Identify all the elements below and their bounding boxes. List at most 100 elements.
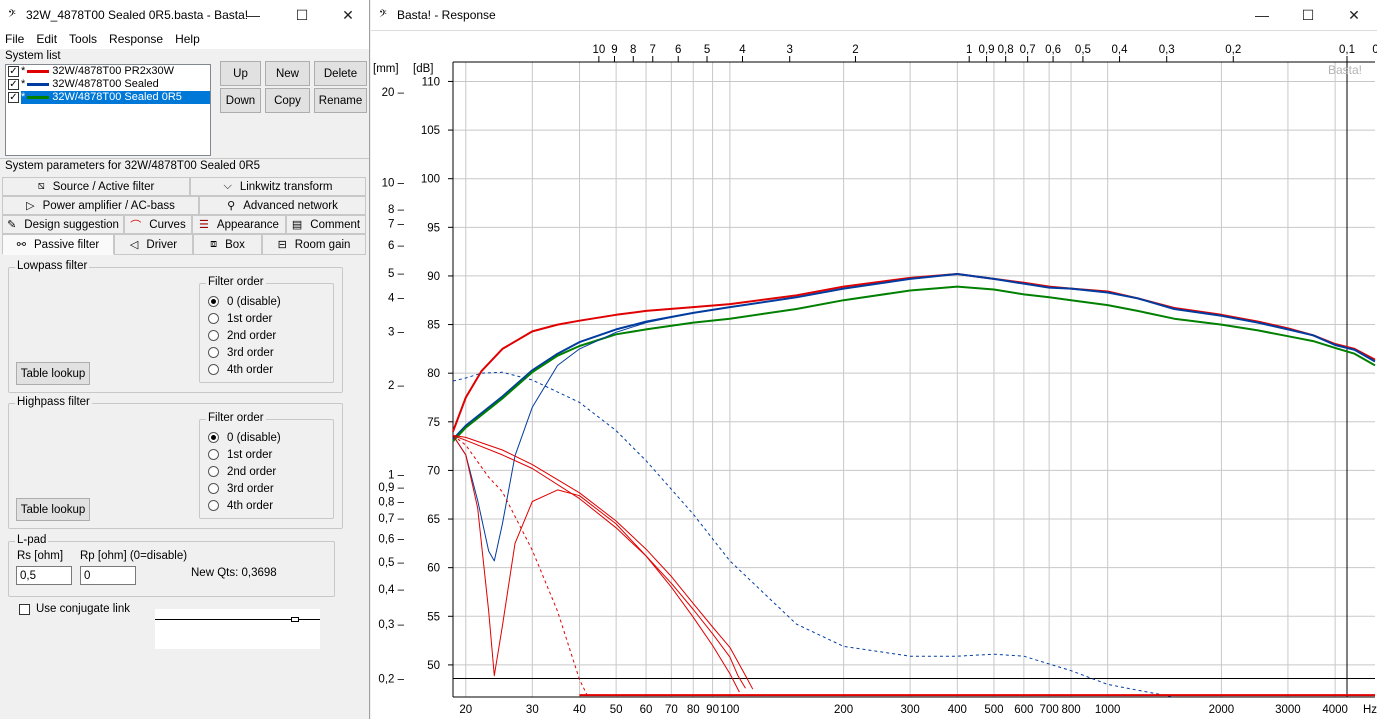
response-maximize-button[interactable]: ☐ (1301, 6, 1315, 23)
highpass-order-group: Filter order 0 (disable) 1st order 2nd o… (199, 412, 334, 519)
system-list[interactable]: ✓ * 32W/4878T00 PR2x30W ✓ * 32W/4878T00 … (5, 64, 211, 156)
mm-tick-label: 6 – (388, 240, 405, 252)
hz-tick-label: 700 (1040, 704, 1059, 716)
app-logo-icon: 𝄢 (8, 7, 16, 22)
highpass-order-2[interactable]: 2nd order (208, 463, 281, 480)
series-line-1 (452, 273, 1376, 440)
top-tick-label: 0,7 (1020, 44, 1036, 56)
tab-box[interactable]: ⧈ Box (193, 234, 262, 255)
tab-design-suggestion[interactable]: ✎ Design suggestion (2, 215, 124, 234)
response-close-button[interactable]: ✕ (1348, 6, 1360, 23)
mm-tick-label: 5 – (388, 268, 405, 280)
menu-tools[interactable]: Tools (69, 32, 98, 46)
new-button[interactable]: New (265, 61, 310, 86)
rp-label: Rp [ohm] (0=disable) (80, 550, 188, 562)
minimize-button[interactable]: — (246, 7, 260, 23)
lowpass-title: Lowpass filter (15, 260, 90, 272)
mm-tick-label: 3 – (388, 326, 405, 338)
conjugate-link-slider[interactable] (155, 609, 320, 649)
highpass-table-lookup-button[interactable]: Table lookup (16, 498, 90, 521)
system-checkbox[interactable]: ✓ (8, 92, 19, 103)
menu-bar: File Edit Tools Response Help (0, 29, 369, 49)
lowpass-order-2[interactable]: 2nd order (208, 327, 281, 344)
tab-advanced-network[interactable]: ⚲ Advanced network (199, 196, 366, 215)
maximize-button[interactable]: ☐ (295, 6, 309, 23)
system-list-item[interactable]: ✓ * 32W/4878T00 Sealed (8, 78, 159, 90)
system-list-label: System list (5, 50, 61, 62)
menu-file[interactable]: File (5, 32, 25, 46)
room-icon: ⊟ (277, 239, 287, 251)
lowpass-order-4[interactable]: 4th order (208, 361, 281, 378)
db-tick-label: 105 (421, 125, 440, 137)
series-line-8 (452, 435, 588, 697)
lpad-group: L-pad Rs [ohm] Rp [ohm] (0=disable) 0,5 … (8, 534, 335, 597)
rs-label: Rs [ohm] (17, 550, 64, 562)
plot-background (453, 62, 1375, 697)
main-titlebar: 𝄢 32W_4878T00 Sealed 0R5.basta - Basta! (0, 0, 369, 30)
top-tick-label: 0,1 (1339, 44, 1355, 56)
delete-button[interactable]: Delete (314, 61, 367, 86)
highpass-order-3[interactable]: 3rd order (208, 480, 281, 497)
tab-passive-filter[interactable]: ⚯ Passive filter (2, 234, 114, 255)
hz-tick-label: 300 (901, 704, 920, 716)
conjugate-link-checkbox[interactable]: Use conjugate link (19, 603, 130, 615)
hz-tick-label: 70 (665, 704, 678, 716)
tab-room-gain[interactable]: ⊟ Room gain (262, 234, 366, 255)
menu-response[interactable]: Response (109, 32, 164, 46)
new-qts-label: New Qts: 0,3698 (191, 567, 277, 579)
series-swatch-blue (27, 83, 50, 86)
system-checkbox[interactable]: ✓ (8, 79, 19, 90)
hz-unit-label: Hz (1363, 704, 1377, 716)
chart-series (452, 273, 1376, 698)
db-tick-label: 100 (421, 174, 440, 186)
highpass-order-0[interactable]: 0 (disable) (208, 429, 281, 446)
close-button[interactable]: ✕ (342, 6, 354, 23)
tab-appearance[interactable]: ☰ Appearance (192, 215, 286, 234)
db-tick-label: 70 (427, 465, 440, 477)
top-tick-label: 4 (739, 44, 746, 56)
system-list-item-selected[interactable]: ✓ * 32W/4878T00 Sealed 0R5 (6, 91, 210, 104)
rp-input[interactable]: 0 (80, 566, 136, 585)
lowpass-order-1[interactable]: 1st order (208, 310, 281, 327)
menu-edit[interactable]: Edit (36, 32, 58, 46)
tab-comment[interactable]: ▤ Comment (286, 215, 366, 234)
tab-power-amplifier[interactable]: ▷ Power amplifier / AC-bass (2, 196, 199, 215)
db-tick-label: 90 (427, 271, 440, 283)
down-button[interactable]: Down (220, 88, 261, 113)
lowpass-order-3[interactable]: 3rd order (208, 344, 281, 361)
mm-tick-label: 7 – (388, 218, 405, 230)
highpass-order-4[interactable]: 4th order (208, 497, 281, 514)
up-button[interactable]: Up (220, 61, 261, 86)
highpass-group: Highpass filter Filter order 0 (disable)… (8, 396, 343, 529)
copy-button[interactable]: Copy (265, 88, 310, 113)
tab-source-active-filter[interactable]: ⧅ Source / Active filter (2, 177, 190, 196)
menu-help[interactable]: Help (175, 32, 200, 46)
tab-driver[interactable]: ◁ Driver (114, 234, 193, 255)
hz-tick-label: 60 (640, 704, 653, 716)
lowpass-table-lookup-button[interactable]: Table lookup (16, 362, 90, 385)
tab-curves[interactable]: ⌒ Curves (124, 215, 192, 234)
rename-button[interactable]: Rename (314, 88, 367, 113)
db-tick-label: 60 (427, 563, 440, 575)
tab-linkwitz-transform[interactable]: ⌵ Linkwitz transform (190, 177, 366, 196)
mm-tick-label: 8 – (388, 204, 405, 216)
db-tick-label: 65 (427, 514, 440, 526)
system-checkbox[interactable]: ✓ (8, 66, 19, 77)
hz-tick-label: 90 (706, 704, 719, 716)
hz-tick-label: 600 (1014, 704, 1033, 716)
highpass-order-1[interactable]: 1st order (208, 446, 281, 463)
response-minimize-button[interactable]: — (1255, 7, 1269, 23)
system-name: 32W/4878T00 PR2x30W (52, 65, 174, 77)
chart-axes (448, 56, 1375, 698)
lowpass-order-0[interactable]: 0 (disable) (208, 293, 281, 310)
network-icon: ⚲ (227, 200, 236, 212)
response-window-title: Basta! - Response (397, 8, 496, 22)
box-icon: ⧈ (210, 238, 218, 250)
top-tick-label: 0,4 (1112, 44, 1129, 56)
top-tick-label: 0,8 (998, 44, 1014, 56)
rs-input[interactable]: 0,5 (16, 566, 72, 585)
system-list-item[interactable]: ✓ * 32W/4878T00 PR2x30W (8, 65, 174, 77)
mm-tick-label: 10 – (382, 178, 405, 190)
